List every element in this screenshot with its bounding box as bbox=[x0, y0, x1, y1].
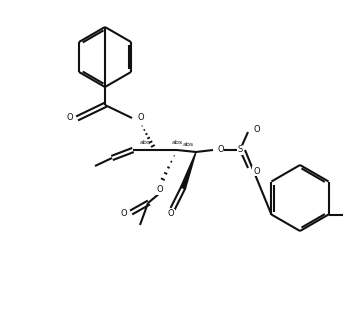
Text: O: O bbox=[157, 186, 163, 194]
Text: O: O bbox=[67, 114, 73, 123]
Text: O: O bbox=[253, 124, 259, 134]
Polygon shape bbox=[181, 152, 196, 189]
Text: abs: abs bbox=[139, 139, 150, 144]
Text: abs: abs bbox=[182, 142, 194, 147]
Text: O: O bbox=[137, 114, 144, 123]
Text: O: O bbox=[168, 209, 174, 218]
Text: O: O bbox=[120, 209, 127, 218]
Text: S: S bbox=[238, 145, 242, 154]
Text: abs: abs bbox=[171, 139, 183, 144]
Text: O: O bbox=[253, 167, 259, 175]
Text: O: O bbox=[217, 145, 224, 154]
